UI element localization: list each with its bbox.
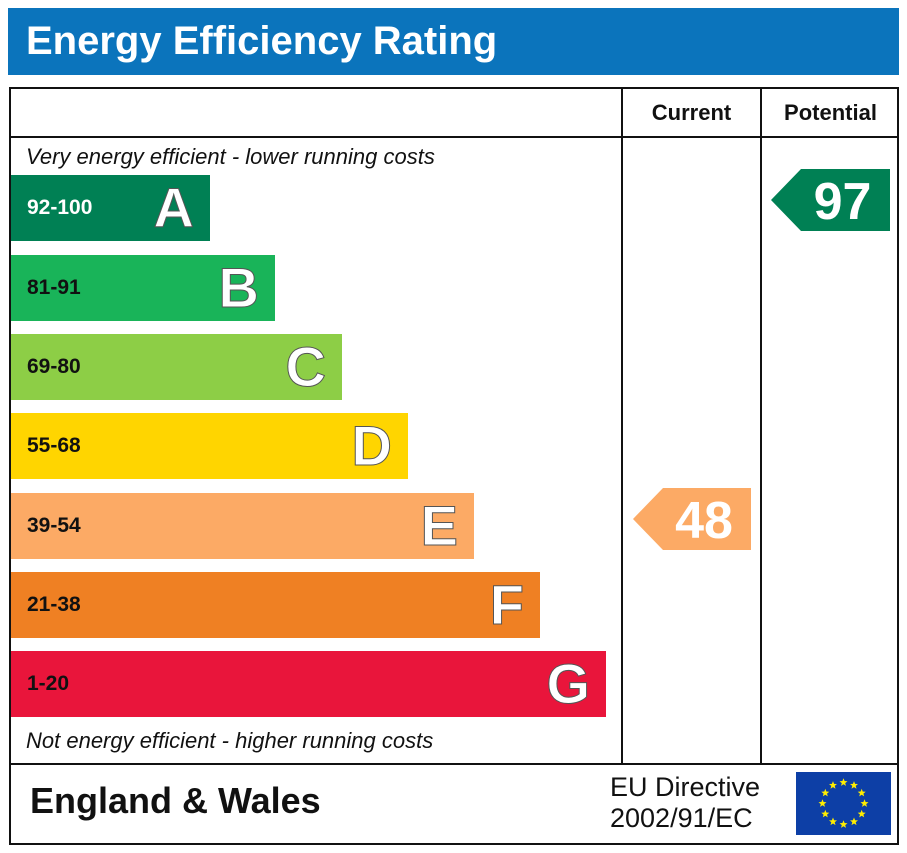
current-arrow-shape [633,488,751,550]
star-icon [839,778,848,786]
band-range: 92-100 [27,196,93,219]
band-letter: C [285,335,326,399]
star-icon [850,781,858,789]
band-D: 55-68 D [11,413,408,479]
band-range: 81-91 [27,276,81,299]
current-header: Current [651,100,732,125]
star-icon [821,809,830,818]
bottom-note: Not energy efficient - higher running co… [26,728,434,753]
star-icon [821,788,830,797]
potential-header: Potential [784,100,877,125]
chart-frame [9,87,899,845]
current-rating-arrow: 48 [633,488,751,550]
band-F: 21-38 F [11,572,540,638]
directive-line2: 2002/91/EC [610,803,753,833]
star-icon [860,799,869,807]
band-letter: D [351,414,392,478]
band-E: 39-54 E [11,493,474,559]
star-icon [857,809,866,818]
band-letter: B [218,256,259,320]
band-letter: F [489,573,524,637]
band-letter: G [546,652,591,716]
potential-rating-arrow: 97 [771,169,890,231]
divider [760,87,762,765]
band-range: 1-20 [27,672,70,695]
band-B: 81-91 B [11,255,275,321]
band-range: 21-38 [27,593,81,616]
band-range: 69-80 [27,355,81,378]
band-range: 39-54 [27,514,81,537]
band-A: 92-100 A [11,175,210,241]
page-title: Energy Efficiency Rating [8,8,899,75]
top-note: Very energy efficient - lower running co… [26,144,435,169]
divider [9,763,899,765]
current-value: 48 [675,492,733,550]
star-icon [857,788,866,797]
divider [621,87,623,765]
star-icon [829,817,837,826]
potential-value: 97 [814,173,872,231]
eu-flag-icon [796,772,891,835]
region-label: England & Wales [30,780,321,821]
eu-directive: EU Directive 2002/91/EC [610,772,760,834]
band-G: 1-20 G [11,651,606,717]
star-icon [839,820,848,828]
star-icon [818,799,827,807]
directive-line1: EU Directive [610,772,761,802]
star-icon [850,817,858,826]
star-icon [829,781,837,789]
band-letter: A [153,176,194,240]
band-C: 69-80 C [11,334,342,400]
potential-arrow-shape [771,169,890,231]
band-letter: E [420,494,458,558]
divider [9,136,899,138]
band-range: 55-68 [27,434,81,457]
